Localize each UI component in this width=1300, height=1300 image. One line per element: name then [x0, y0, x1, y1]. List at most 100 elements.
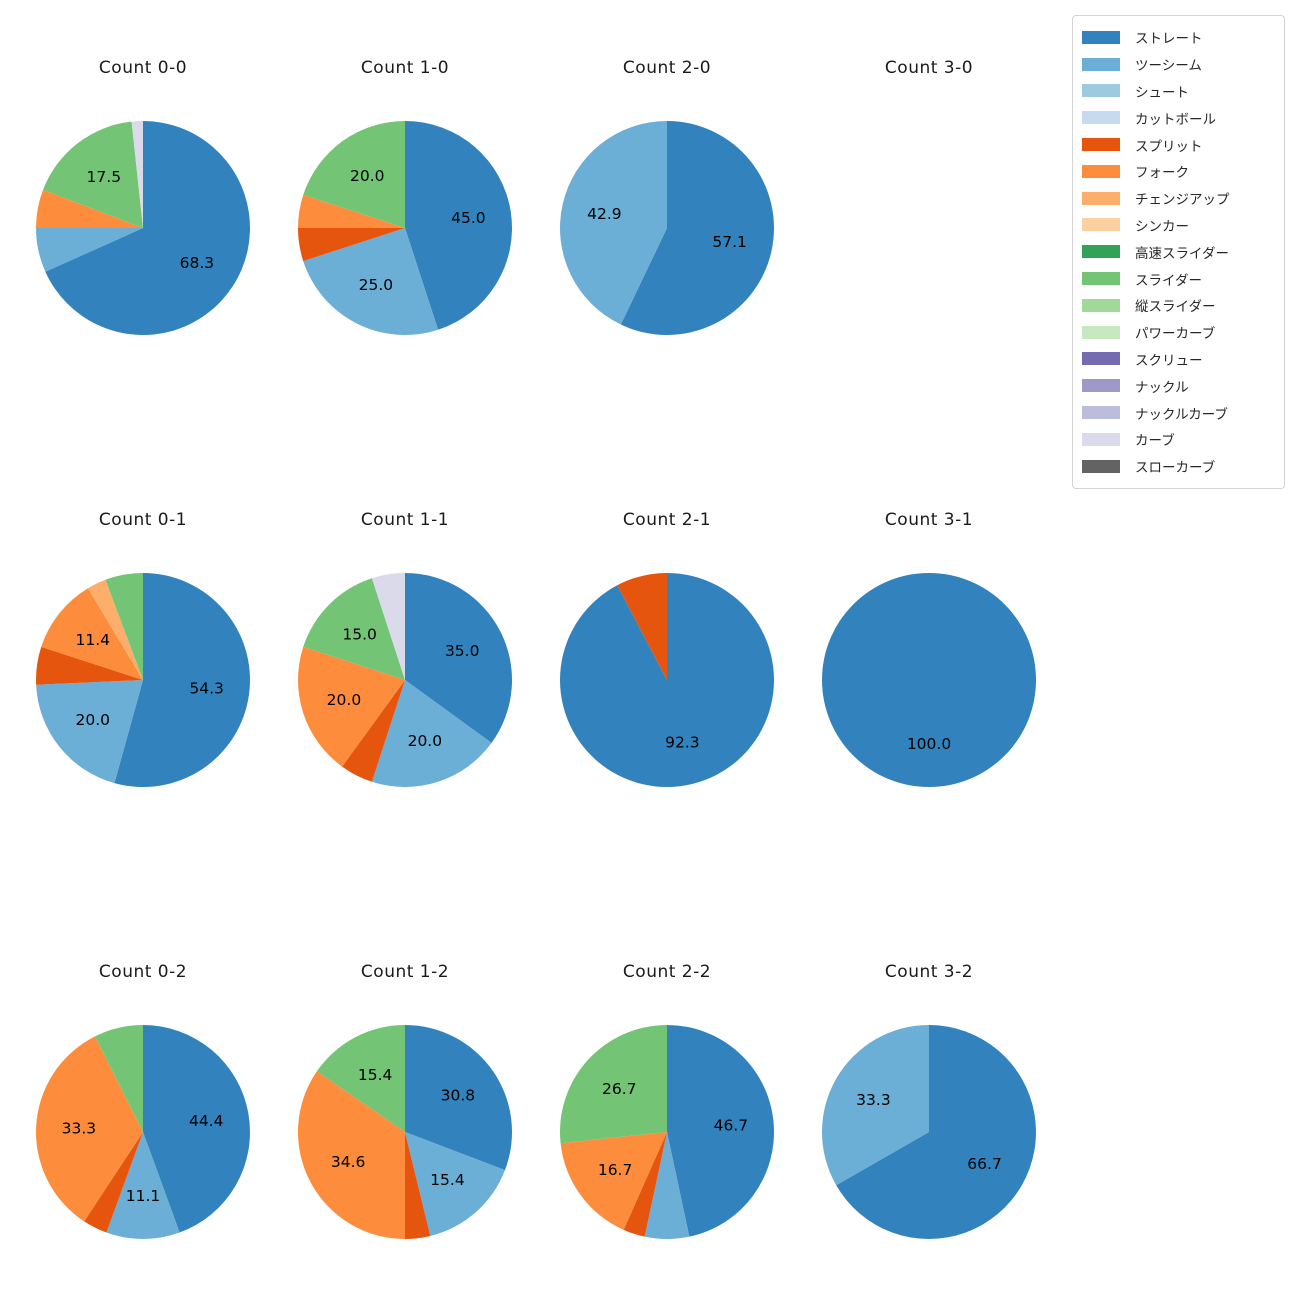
- legend-label: カーブ: [1135, 433, 1175, 450]
- pie-chart: 92.3: [560, 573, 774, 787]
- pie-slice: [298, 646, 405, 767]
- legend-label: ナックル: [1135, 379, 1189, 396]
- pie-slice: [644, 1132, 690, 1239]
- pie-percent-label: 11.4: [76, 631, 111, 649]
- pie-slice: [298, 1071, 405, 1239]
- chart-cell: Count 2-0 57.1 42.9: [536, 8, 798, 460]
- legend-color-swatch: [1082, 218, 1120, 232]
- pie-slice: [41, 588, 143, 680]
- legend-label: チェンジアップ: [1135, 192, 1230, 209]
- legend-item: ストレート: [1073, 24, 1284, 51]
- legend-label: 高速スライダー: [1135, 245, 1229, 262]
- pie-slice: [131, 121, 143, 228]
- legend-color-swatch: [1082, 406, 1120, 420]
- pie-percent-label: 26.7: [602, 1080, 637, 1098]
- pie-slice: [84, 1132, 143, 1233]
- legend-item: ナックルカーブ: [1073, 399, 1284, 426]
- pie-slice: [94, 1025, 143, 1132]
- chart-cell: Count 0-2 44.4 11.1 33.3: [12, 912, 274, 1300]
- legend-label: スプリット: [1135, 138, 1203, 155]
- pie-slice: [620, 121, 774, 335]
- pie-slice: [105, 573, 143, 680]
- legend-item: シンカー: [1073, 212, 1284, 239]
- pie-chart: 57.1 42.9: [560, 121, 774, 335]
- chart-title: Count 3-0: [884, 58, 974, 78]
- legend-label: ストレート: [1135, 31, 1203, 48]
- pie-percent-label: 15.4: [430, 1171, 465, 1189]
- pie-slice: [36, 1036, 144, 1222]
- chart-cell: Count 0-1 54.3 20.0 11.4: [12, 460, 274, 912]
- pie-percent-label: 33.3: [62, 1119, 97, 1137]
- chart-title: Count 2-1: [622, 510, 712, 530]
- legend-color-swatch: [1082, 272, 1120, 286]
- pie-slice: [822, 1025, 929, 1186]
- pie-percent-label: 34.6: [331, 1153, 366, 1171]
- chart-title: Count 0-2: [98, 962, 188, 982]
- pie-slice: [623, 1132, 667, 1237]
- pie-percent-label: 35.0: [445, 642, 480, 660]
- legend-color-swatch: [1082, 459, 1120, 473]
- pie-slice: [617, 573, 667, 680]
- pie-slice: [560, 1025, 667, 1144]
- legend-color-swatch: [1082, 298, 1120, 312]
- legend-color-swatch: [1082, 164, 1120, 178]
- pie-percent-label: 30.8: [441, 1087, 476, 1105]
- pie-chart: 54.3 20.0 11.4: [36, 573, 251, 787]
- legend-color-swatch: [1082, 138, 1120, 152]
- pie-slice: [303, 578, 405, 680]
- pie-slice: [114, 573, 251, 787]
- pie-chart: 44.4 11.1 33.3: [36, 1025, 250, 1239]
- pie-percent-label: 57.1: [712, 233, 747, 251]
- pie-slice: [560, 121, 667, 325]
- pie-slice: [316, 1025, 405, 1132]
- chart-title: Count 2-0: [622, 58, 712, 78]
- chart-title: Count 3-2: [884, 962, 974, 982]
- legend-item: カットボール: [1073, 104, 1284, 131]
- pie-slice: [822, 573, 1036, 787]
- pie-slice: [836, 1025, 1036, 1239]
- pie-slice: [298, 194, 405, 228]
- pie-percent-label: 20.0: [408, 732, 443, 750]
- legend-color-swatch: [1082, 245, 1120, 259]
- chart-title: Count 0-0: [98, 58, 188, 78]
- pie-percent-label: 25.0: [359, 276, 394, 294]
- pie-percent-label: 100.0: [907, 735, 951, 753]
- legend-color-swatch: [1082, 30, 1120, 44]
- pie-slice: [560, 1132, 667, 1230]
- pie-slice: [405, 573, 512, 743]
- legend-label: スライダー: [1135, 272, 1202, 289]
- legend-item: パワーカーブ: [1073, 319, 1284, 346]
- legend-label: パワーカーブ: [1135, 326, 1216, 343]
- chart-cell: Count 3-2 66.7 33.3: [798, 912, 1060, 1300]
- chart-cell: Count 3-0: [798, 8, 1060, 460]
- legend-item: 高速スライダー: [1073, 238, 1284, 265]
- chart-title: Count 1-1: [360, 510, 450, 530]
- pie-percent-label: 68.3: [180, 254, 215, 272]
- pie-percent-label: 33.3: [856, 1091, 891, 1109]
- legend-label: 縦スライダー: [1135, 299, 1216, 316]
- chart-title: Count 1-0: [360, 58, 450, 78]
- legend-item: フォーク: [1073, 158, 1284, 185]
- legend-label: ナックルカーブ: [1135, 406, 1228, 423]
- pie-slice: [405, 121, 512, 330]
- pie-percent-label: 66.7: [967, 1155, 1002, 1173]
- chart-title: Count 2-2: [622, 962, 712, 982]
- legend-item: スローカーブ: [1073, 453, 1284, 480]
- chart-cell: Count 1-0 45.0 25.0 20.0: [274, 8, 536, 460]
- pie-chart: 35.0 20.0 20.0 15.0: [298, 573, 512, 787]
- pie-slice: [45, 121, 251, 335]
- legend-label: スクリュー: [1135, 352, 1203, 369]
- legend-item: スライダー: [1073, 265, 1284, 292]
- pie-chart: 46.7 16.7 26.7: [560, 1025, 774, 1239]
- legend-item: スクリュー: [1073, 346, 1284, 373]
- legend-color-swatch: [1082, 84, 1120, 98]
- pie-percent-label: 15.0: [342, 626, 377, 644]
- legend-label: カットボール: [1135, 111, 1216, 128]
- chart-cell: Count 1-1 35.0 20.0 20.0 15.0: [274, 460, 536, 912]
- pie-slice: [405, 1132, 505, 1236]
- chart-cell: Count 2-2 46.7 16.7 26.7: [536, 912, 798, 1300]
- pie-percent-label: 45.0: [451, 209, 486, 227]
- pie-percent-label: 16.7: [598, 1161, 633, 1179]
- legend-color-swatch: [1082, 57, 1120, 71]
